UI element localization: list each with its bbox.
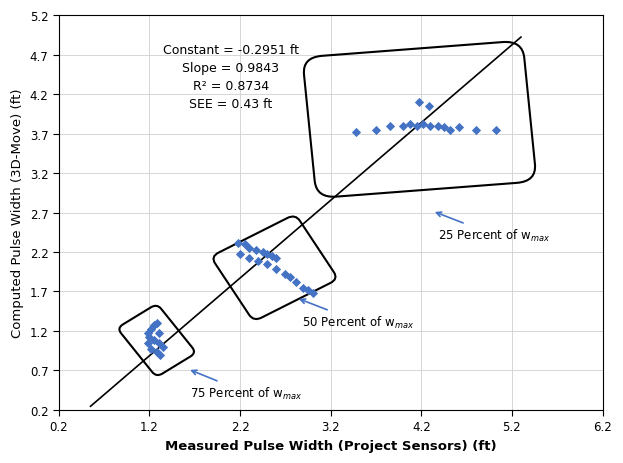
Point — [470, 126, 480, 134]
Point — [152, 349, 162, 356]
Point — [146, 326, 156, 333]
Point — [153, 329, 163, 337]
Text: 50 Percent of w$_{max}$: 50 Percent of w$_{max}$ — [300, 299, 414, 330]
Point — [233, 239, 243, 247]
Point — [244, 255, 254, 263]
Text: 75 Percent of w$_{max}$: 75 Percent of w$_{max}$ — [190, 370, 302, 401]
Point — [351, 129, 361, 137]
Y-axis label: Computed Pulse Width (3D-Move) (ft): Computed Pulse Width (3D-Move) (ft) — [11, 88, 24, 338]
Point — [418, 121, 428, 129]
Point — [439, 124, 449, 131]
Point — [267, 253, 277, 260]
Point — [371, 126, 381, 134]
Point — [412, 123, 422, 130]
Point — [149, 321, 159, 329]
Point — [454, 124, 464, 131]
Point — [145, 334, 155, 341]
X-axis label: Measured Pulse Width (Project Sensors) (ft): Measured Pulse Width (Project Sensors) (… — [165, 439, 497, 452]
Point — [152, 319, 162, 327]
Point — [272, 266, 282, 274]
Text: 25 Percent of w$_{max}$: 25 Percent of w$_{max}$ — [437, 213, 549, 243]
Point — [308, 290, 318, 297]
Point — [298, 284, 308, 292]
Point — [244, 245, 254, 252]
Point — [240, 241, 250, 248]
Point — [414, 99, 424, 106]
Point — [155, 351, 165, 358]
Point — [149, 337, 159, 344]
Point — [262, 261, 272, 268]
Point — [426, 123, 435, 130]
Point — [272, 255, 282, 263]
Point — [292, 279, 302, 286]
Point — [303, 287, 313, 294]
Point — [252, 247, 262, 255]
Point — [143, 329, 153, 337]
Text: Constant = -0.2951 ft
Slope = 0.9843
R² = 0.8734
SEE = 0.43 ft: Constant = -0.2951 ft Slope = 0.9843 R² … — [163, 44, 299, 111]
Point — [153, 339, 163, 347]
Point — [262, 250, 272, 258]
Point — [285, 274, 295, 282]
Point — [384, 123, 394, 130]
Point — [280, 271, 290, 278]
Point — [146, 346, 156, 353]
Point — [490, 126, 500, 134]
Point — [432, 123, 442, 130]
Point — [445, 126, 455, 134]
Point — [158, 343, 168, 350]
Point — [424, 103, 434, 110]
Point — [258, 249, 268, 256]
Point — [235, 250, 245, 258]
Point — [253, 258, 263, 266]
Point — [398, 123, 408, 130]
Point — [143, 339, 153, 347]
Point — [406, 121, 416, 129]
